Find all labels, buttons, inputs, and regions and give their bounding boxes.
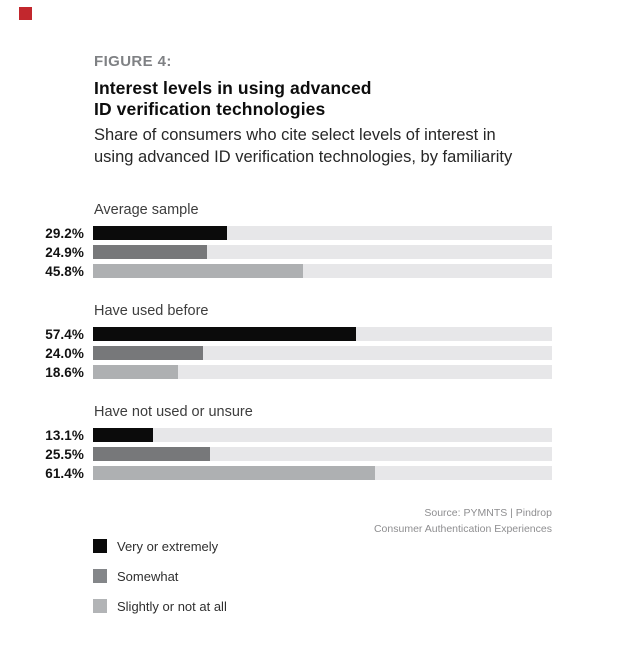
- figure-label: FIGURE 4:: [94, 53, 172, 70]
- bar-row: 24.9%: [21, 244, 617, 260]
- figure-title-line-2: ID verification technologies: [94, 99, 326, 119]
- bar-track: [93, 245, 552, 259]
- bar-fill: [93, 245, 208, 259]
- bar-row: 24.0%: [21, 345, 617, 361]
- bar-track: [93, 327, 552, 341]
- legend-swatch-icon: [93, 599, 107, 613]
- figure-subtitle-line-2: using advanced ID verification technolog…: [94, 148, 513, 166]
- legend-label: Somewhat: [117, 568, 179, 584]
- bar-group: Average sample 29.2% 24.9% 45.8%: [21, 202, 617, 279]
- bar-fill: [93, 346, 204, 360]
- bar-row: 57.4%: [21, 326, 617, 342]
- group-heading: Have not used or unsure: [94, 404, 253, 420]
- source-line-2: Consumer Authentication Experiences: [373, 523, 552, 535]
- legend-label: Very or extremely: [117, 538, 219, 554]
- bar-fill: [93, 428, 154, 442]
- figure-subtitle: Share of consumers who cite select level…: [94, 124, 617, 168]
- bar-track: [93, 466, 552, 480]
- bar-value-label: 45.8%: [45, 263, 84, 279]
- bar-track: [93, 226, 552, 240]
- legend-label: Slightly or not at all: [117, 598, 227, 614]
- bar-value-label: 24.0%: [45, 345, 84, 361]
- bar-group: Have not used or unsure 13.1% 25.5% 61.4%: [21, 404, 617, 481]
- bar-chart: Average sample 29.2% 24.9% 45.8% Have used b…: [21, 202, 617, 481]
- figure-title: Interest levels in using advanced ID ver…: [94, 78, 617, 120]
- legend-item: Somewhat: [93, 568, 617, 584]
- bar-track: [93, 428, 552, 442]
- legend-swatch-icon: [93, 539, 107, 553]
- bar-value-label: 24.9%: [45, 244, 84, 260]
- group-heading: Have used before: [94, 303, 209, 319]
- bar-group: Have used before 57.4% 24.0% 18.6%: [21, 303, 617, 380]
- bar-fill: [93, 365, 179, 379]
- bar-row: 45.8%: [21, 263, 617, 279]
- bar-fill: [93, 447, 211, 461]
- bar-value-label: 18.6%: [45, 364, 84, 380]
- bar-track: [93, 346, 552, 360]
- group-heading: Average sample: [94, 202, 199, 218]
- source-line-1: Source: PYMNTS | Pindrop: [424, 507, 552, 519]
- bar-track: [93, 365, 552, 379]
- legend-swatch-icon: [93, 569, 107, 583]
- bar-row: 29.2%: [21, 225, 617, 241]
- legend-item: Very or extremely: [93, 538, 617, 554]
- bar-fill: [93, 226, 228, 240]
- source-note: Source: PYMNTS | Pindrop Consumer Authen…: [94, 505, 552, 537]
- bar-track: [93, 264, 552, 278]
- bar-row: 13.1%: [21, 427, 617, 443]
- bar-row: 25.5%: [21, 446, 617, 462]
- bar-value-label: 57.4%: [45, 326, 84, 342]
- legend-item: Slightly or not at all: [93, 598, 617, 614]
- bar-fill: [93, 466, 375, 480]
- bar-value-label: 13.1%: [45, 427, 84, 443]
- chart-legend: Very or extremely Somewhat Slightly or not…: [93, 538, 617, 614]
- bar-row: 18.6%: [21, 364, 617, 380]
- bar-row: 61.4%: [21, 465, 617, 481]
- bar-value-label: 61.4%: [45, 465, 84, 481]
- figure-subtitle-line-1: Share of consumers who cite select level…: [94, 126, 496, 144]
- figure-title-line-1: Interest levels in using advanced: [94, 78, 372, 98]
- bar-value-label: 25.5%: [45, 446, 84, 462]
- bar-fill: [93, 264, 304, 278]
- bar-value-label: 29.2%: [45, 225, 84, 241]
- red-marker-square: [19, 7, 32, 20]
- bar-fill: [93, 327, 357, 341]
- bar-track: [93, 447, 552, 461]
